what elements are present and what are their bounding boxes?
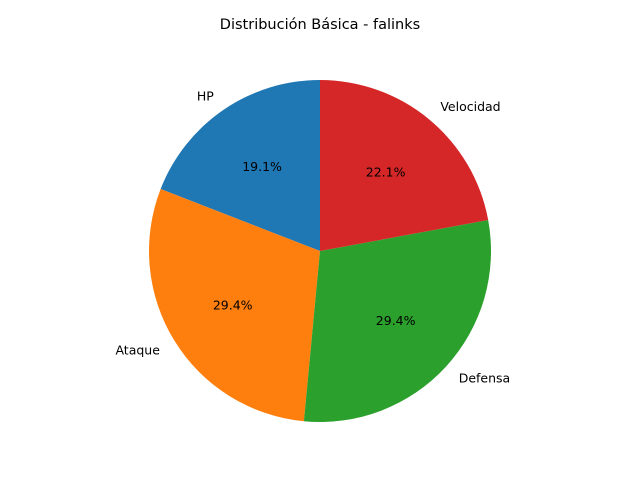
slice-label-ataque: Ataque <box>115 342 160 357</box>
pct-label-velocidad: 22.1% <box>366 165 406 180</box>
slice-label-defensa: Defensa <box>459 371 511 386</box>
pie-labels: 19.1% HP 29.4% Ataque 29.4% Defensa 22.1% Veloc… <box>115 88 510 385</box>
pie-slice-ataque <box>149 189 320 422</box>
pct-label-ataque: 29.4% <box>213 297 253 312</box>
pie-slice-defensa <box>303 220 492 422</box>
pie-slice-hp <box>160 80 320 251</box>
pie-slice-velocidad <box>320 80 489 251</box>
slice-label-hp: HP <box>197 88 214 103</box>
slice-label-velocidad: Velocidad <box>440 99 500 114</box>
pie-slices <box>149 80 492 422</box>
chart-title: Distribución Básica - falinks <box>220 17 420 33</box>
pct-label-hp: 19.1% <box>242 159 282 174</box>
pct-label-defensa: 29.4% <box>376 313 416 328</box>
